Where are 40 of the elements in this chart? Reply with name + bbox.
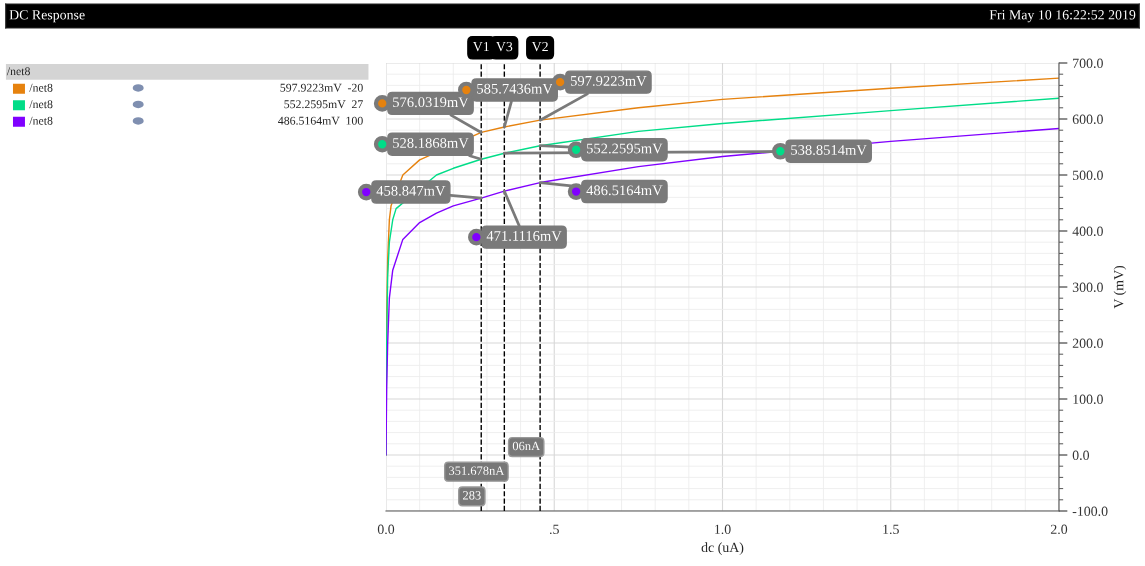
legend-label: /net8 xyxy=(29,100,53,109)
text: DC Response xyxy=(9,10,85,23)
annotation: 585.7436mV xyxy=(477,83,553,94)
y-tick-label: 0.0 xyxy=(1072,450,1090,461)
x-axis-title: dc (uA) xyxy=(701,542,744,555)
ref-line-label: V1 xyxy=(472,41,489,52)
y-tick-label: 100.0 xyxy=(1073,394,1103,405)
x-tick-label: .5 xyxy=(549,524,559,535)
annotation: 538.8514mV xyxy=(791,145,867,155)
annotation: 597.9223mV xyxy=(570,76,647,86)
annotation: 06nA xyxy=(512,441,541,451)
y-axis-title: V (mV) xyxy=(1113,265,1127,309)
ref-line-label: V2 xyxy=(531,41,548,52)
text: 552.2595mV 27 xyxy=(284,100,363,109)
annotation: 576.0319mV xyxy=(393,97,469,108)
y-tick-label: -100.0 xyxy=(1072,506,1108,517)
annotation: 458.847mV xyxy=(376,185,446,196)
y-tick-label: 700.0 xyxy=(1073,58,1103,69)
y-tick-label: 200.0 xyxy=(1072,338,1103,349)
annotation: 283 xyxy=(463,491,481,500)
text: 486.5164mV 100 xyxy=(278,116,363,125)
ref-line-label: V3 xyxy=(496,41,513,52)
chart-subtitle: Fri May 10 16:22:52 2019 xyxy=(989,10,1136,23)
legend-title: /net8 xyxy=(6,67,30,76)
annotation: 552.2595mV xyxy=(586,143,663,154)
text: 597.9223mV -20 xyxy=(280,83,363,92)
annotation: 528.1868mV xyxy=(393,138,469,148)
x-tick-label: 1.0 xyxy=(715,524,731,535)
annotation: 471.1116mV xyxy=(486,231,562,241)
annotation: 351.678nA xyxy=(449,466,505,475)
legend-label: /net8 xyxy=(29,83,53,92)
y-tick-label: 300.0 xyxy=(1072,282,1103,293)
y-tick-label: 600.0 xyxy=(1072,114,1103,125)
y-tick-label: 500.0 xyxy=(1073,170,1103,181)
x-tick-label: 2.0 xyxy=(1050,524,1068,535)
x-tick-label: 1.5 xyxy=(883,524,899,535)
legend-label: /net8 xyxy=(29,116,53,125)
x-tick-label: 0.0 xyxy=(377,524,395,535)
y-tick-label: 400.0 xyxy=(1072,226,1103,237)
annotation: 486.5164mV xyxy=(586,185,663,196)
